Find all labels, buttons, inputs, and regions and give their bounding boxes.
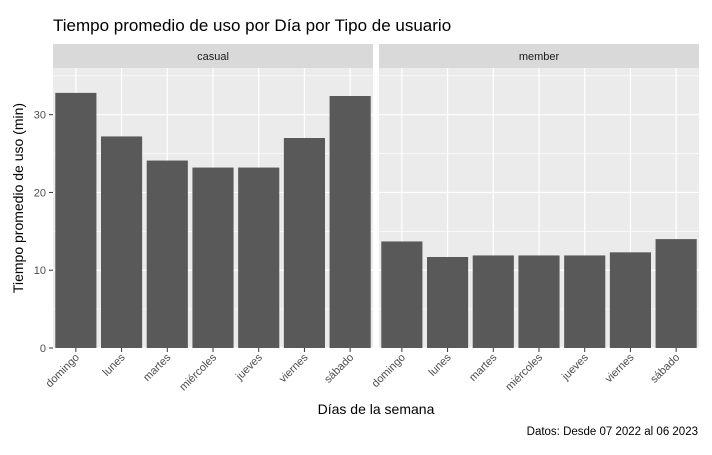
x-tick-label-domingo: domingo <box>370 352 408 390</box>
bar-member-miércoles <box>518 255 560 348</box>
y-tick-label-30: 30 <box>34 110 46 122</box>
bar-casual-miércoles <box>192 167 234 348</box>
x-axis-title: Días de la semana <box>318 401 435 417</box>
x-tick-label-jueves: jueves <box>559 351 591 383</box>
x-tick-label-miércoles: miércoles <box>177 351 219 393</box>
x-tick-label-jueves: jueves <box>233 351 265 383</box>
x-tick-label-viernes: viernes <box>277 351 311 385</box>
bar-member-viernes <box>609 252 651 348</box>
y-tick-label-10: 10 <box>34 265 46 277</box>
bar-casual-lunes <box>101 136 143 348</box>
bar-casual-viernes <box>283 138 325 348</box>
y-tick-label-20: 20 <box>34 187 46 199</box>
bar-casual-jueves <box>238 167 280 348</box>
panel-casual: casual domingo lunes martes miércoles jueves v… <box>44 44 373 393</box>
bar-casual-sábado <box>329 96 371 348</box>
y-tick-label-0: 0 <box>40 343 46 355</box>
bar-casual-domingo <box>55 92 97 348</box>
strip-label-member: member <box>519 51 560 63</box>
bar-casual-martes <box>146 160 188 348</box>
strip-background <box>53 44 373 68</box>
bar-member-lunes <box>427 257 469 348</box>
bar-member-domingo <box>381 241 423 348</box>
caption: Datos: Desde 07 2022 al 06 2023 <box>527 426 698 438</box>
x-tick-label-martes: martes <box>141 351 174 384</box>
x-tick-label-martes: martes <box>467 351 500 384</box>
strip-label-casual: casual <box>197 51 229 63</box>
x-tick-label-lunes: lunes <box>101 351 128 378</box>
y-axis-title: Tiempo promedio de uso (min) <box>10 103 26 293</box>
x-tick-label-viernes: viernes <box>603 351 637 385</box>
chart-title: Tiempo promedio de uso por Día por Tipo … <box>53 16 451 35</box>
panel-member: member domingo lunes martes miércoles jueves v… <box>370 44 699 393</box>
bar-member-jueves <box>564 255 606 348</box>
strip-background <box>379 44 699 68</box>
x-tick-label-sábado: sábado <box>648 352 682 386</box>
bar-member-sábado <box>655 239 697 348</box>
x-tick-label-domingo: domingo <box>44 352 82 390</box>
x-tick-label-lunes: lunes <box>427 351 454 378</box>
x-tick-label-sábado: sábado <box>322 352 356 386</box>
bar-member-martes <box>472 255 514 348</box>
x-tick-label-miércoles: miércoles <box>503 351 545 393</box>
y-axis: 0 10 20 30 <box>34 110 53 355</box>
